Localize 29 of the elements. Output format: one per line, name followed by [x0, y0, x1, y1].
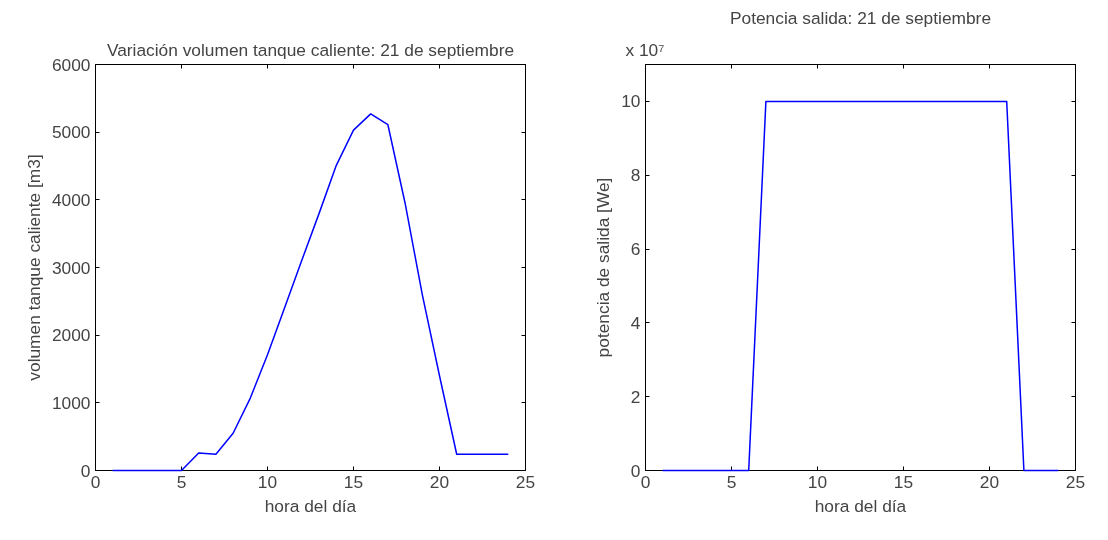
y-tick-label: 10 [621, 91, 641, 112]
x-axis-title: hora del día [814, 495, 907, 516]
y-tick-label: 6000 [51, 54, 91, 75]
y-tick-label: 4 [630, 312, 641, 333]
x-tick-label: 10 [807, 471, 828, 492]
y-tick-label: 6 [630, 239, 641, 260]
y-tick-label: 1000 [51, 392, 91, 413]
chart-title: Variación volumen tanque caliente: 21 de septiembre [106, 39, 515, 60]
x-tick-label: 25 [1065, 471, 1086, 492]
line-series [111, 113, 510, 472]
y-axis-title: volumen tanque caliente [m3] [23, 154, 44, 381]
x-tick-label: 10 [257, 471, 278, 492]
x-tick-label: 5 [176, 471, 187, 492]
x-axis-title: hora del día [264, 495, 357, 516]
x-tick-label: 25 [515, 471, 536, 492]
y-tick-label: 2 [630, 386, 641, 407]
x-tick-label: 15 [343, 471, 364, 492]
y-tick-label: 4000 [51, 189, 91, 210]
y-tick-label: 8 [630, 165, 641, 186]
x-tick-label: 5 [726, 471, 737, 492]
text: x 10⁷ [625, 39, 665, 60]
y-tick-label: 3000 [51, 257, 91, 278]
y-axis-title: potencia de salida [We] [593, 177, 614, 358]
x-tick-label: 20 [429, 471, 450, 492]
x-tick-label: 15 [893, 471, 914, 492]
y-tick-label: 2000 [51, 325, 91, 346]
x-tick-label: 20 [979, 471, 1000, 492]
chart-title: Potencia salida: 21 de septiembre [729, 7, 992, 28]
y-tick-label: 5000 [51, 122, 91, 143]
